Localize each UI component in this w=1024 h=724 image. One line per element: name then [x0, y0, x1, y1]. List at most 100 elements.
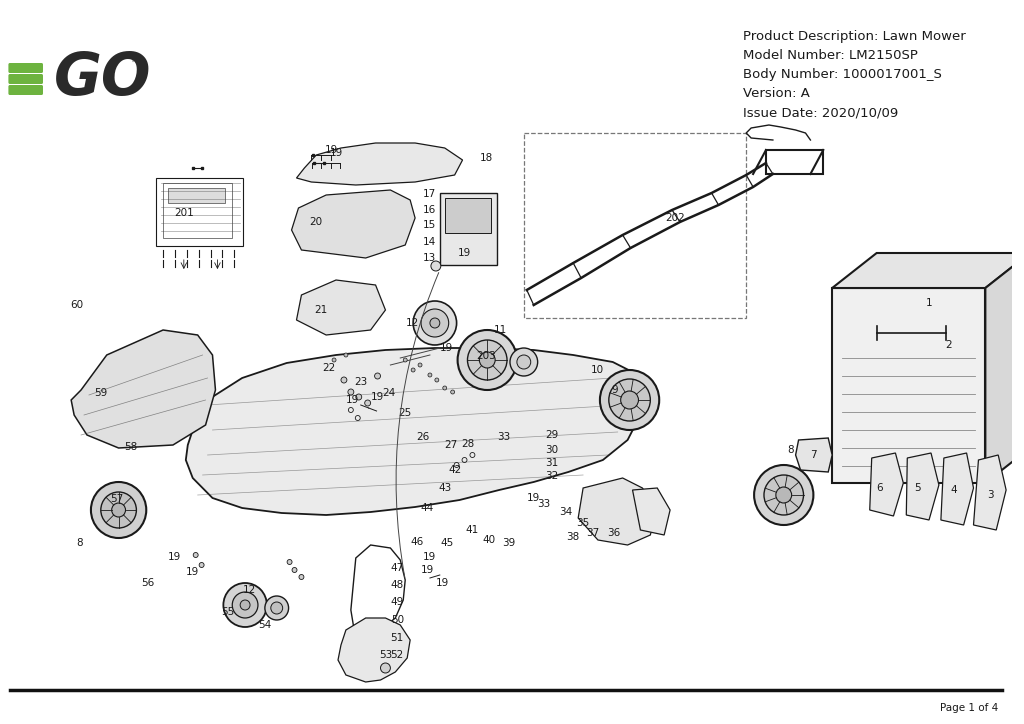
Text: 46: 46 — [411, 537, 424, 547]
Circle shape — [451, 390, 455, 394]
Circle shape — [381, 663, 390, 673]
Text: 19: 19 — [527, 493, 541, 503]
Text: 14: 14 — [423, 237, 436, 247]
Text: 17: 17 — [423, 189, 436, 199]
Text: 52: 52 — [391, 650, 403, 660]
Circle shape — [223, 583, 267, 627]
Polygon shape — [338, 618, 411, 682]
Text: 36: 36 — [607, 528, 621, 538]
Circle shape — [412, 368, 415, 372]
Text: 202: 202 — [666, 213, 685, 223]
Polygon shape — [297, 143, 463, 185]
Polygon shape — [579, 478, 657, 545]
Polygon shape — [974, 455, 1007, 530]
Circle shape — [365, 400, 371, 406]
Circle shape — [199, 563, 204, 568]
Polygon shape — [292, 190, 415, 258]
Text: 19: 19 — [458, 248, 471, 258]
Text: 42: 42 — [449, 465, 461, 475]
Circle shape — [403, 358, 408, 362]
Text: 48: 48 — [391, 580, 403, 590]
Circle shape — [430, 318, 439, 328]
Text: 16: 16 — [423, 205, 436, 215]
Text: 37: 37 — [587, 528, 600, 538]
Polygon shape — [833, 253, 1024, 288]
Text: Body Number: 1000017001_S: Body Number: 1000017001_S — [743, 68, 942, 81]
Circle shape — [517, 355, 530, 369]
Circle shape — [232, 592, 258, 618]
Circle shape — [241, 600, 250, 610]
Polygon shape — [297, 280, 385, 335]
Text: 19: 19 — [325, 145, 338, 155]
Text: 203: 203 — [476, 351, 497, 361]
Circle shape — [435, 378, 439, 382]
Text: 56: 56 — [141, 578, 155, 588]
Text: 4: 4 — [950, 485, 957, 495]
Text: 43: 43 — [438, 483, 452, 493]
FancyBboxPatch shape — [8, 63, 43, 73]
Bar — [444, 198, 492, 233]
Bar — [766, 150, 823, 174]
Circle shape — [413, 301, 457, 345]
Text: 8: 8 — [76, 538, 82, 548]
Circle shape — [375, 373, 381, 379]
Text: ™: ™ — [130, 59, 141, 69]
Bar — [168, 188, 225, 203]
Text: 21: 21 — [314, 305, 328, 315]
Text: 28: 28 — [461, 439, 474, 449]
Text: 19: 19 — [440, 343, 454, 353]
Text: 44: 44 — [420, 503, 433, 513]
Text: 19: 19 — [168, 552, 181, 562]
Text: 59: 59 — [94, 388, 108, 398]
Circle shape — [344, 353, 348, 357]
Text: 22: 22 — [323, 363, 336, 373]
Text: 35: 35 — [577, 518, 590, 528]
Bar — [163, 183, 232, 238]
Text: 39: 39 — [503, 538, 516, 548]
Circle shape — [100, 492, 136, 528]
Text: 12: 12 — [243, 585, 256, 595]
Text: 10: 10 — [591, 365, 603, 375]
Text: 5: 5 — [913, 483, 921, 493]
Circle shape — [764, 475, 804, 515]
Text: 9: 9 — [611, 385, 618, 395]
Text: 33: 33 — [498, 432, 511, 442]
Text: Page 1 of 4: Page 1 of 4 — [940, 703, 998, 713]
Text: 23: 23 — [354, 377, 368, 387]
Text: 27: 27 — [444, 440, 458, 450]
Text: 7: 7 — [810, 450, 817, 460]
Text: Product Description: Lawn Mower: Product Description: Lawn Mower — [743, 30, 966, 43]
Text: 20: 20 — [309, 217, 323, 227]
Polygon shape — [633, 488, 670, 535]
Circle shape — [112, 503, 126, 517]
Text: 26: 26 — [417, 432, 430, 442]
Text: 19: 19 — [186, 567, 200, 577]
Bar — [833, 288, 985, 483]
FancyBboxPatch shape — [8, 74, 43, 84]
Polygon shape — [985, 253, 1024, 483]
Text: 30: 30 — [545, 445, 558, 455]
Circle shape — [428, 373, 432, 377]
Circle shape — [754, 465, 813, 525]
Circle shape — [341, 377, 347, 383]
Circle shape — [270, 602, 283, 614]
Text: 47: 47 — [391, 563, 403, 573]
Text: 201: 201 — [174, 208, 194, 218]
Circle shape — [468, 340, 507, 380]
Circle shape — [418, 363, 422, 367]
Circle shape — [287, 560, 292, 565]
Text: 38: 38 — [566, 532, 580, 542]
Text: 19: 19 — [346, 395, 359, 405]
Text: GO: GO — [54, 51, 152, 107]
Circle shape — [194, 552, 199, 557]
Circle shape — [510, 348, 538, 376]
Text: Issue Date: 2020/10/09: Issue Date: 2020/10/09 — [743, 106, 898, 119]
Polygon shape — [185, 348, 642, 515]
Text: 3: 3 — [987, 490, 993, 500]
Text: 31: 31 — [545, 458, 558, 468]
Circle shape — [776, 487, 792, 503]
Circle shape — [600, 370, 659, 430]
Text: 45: 45 — [440, 538, 454, 548]
Circle shape — [348, 389, 354, 395]
Polygon shape — [71, 330, 215, 448]
